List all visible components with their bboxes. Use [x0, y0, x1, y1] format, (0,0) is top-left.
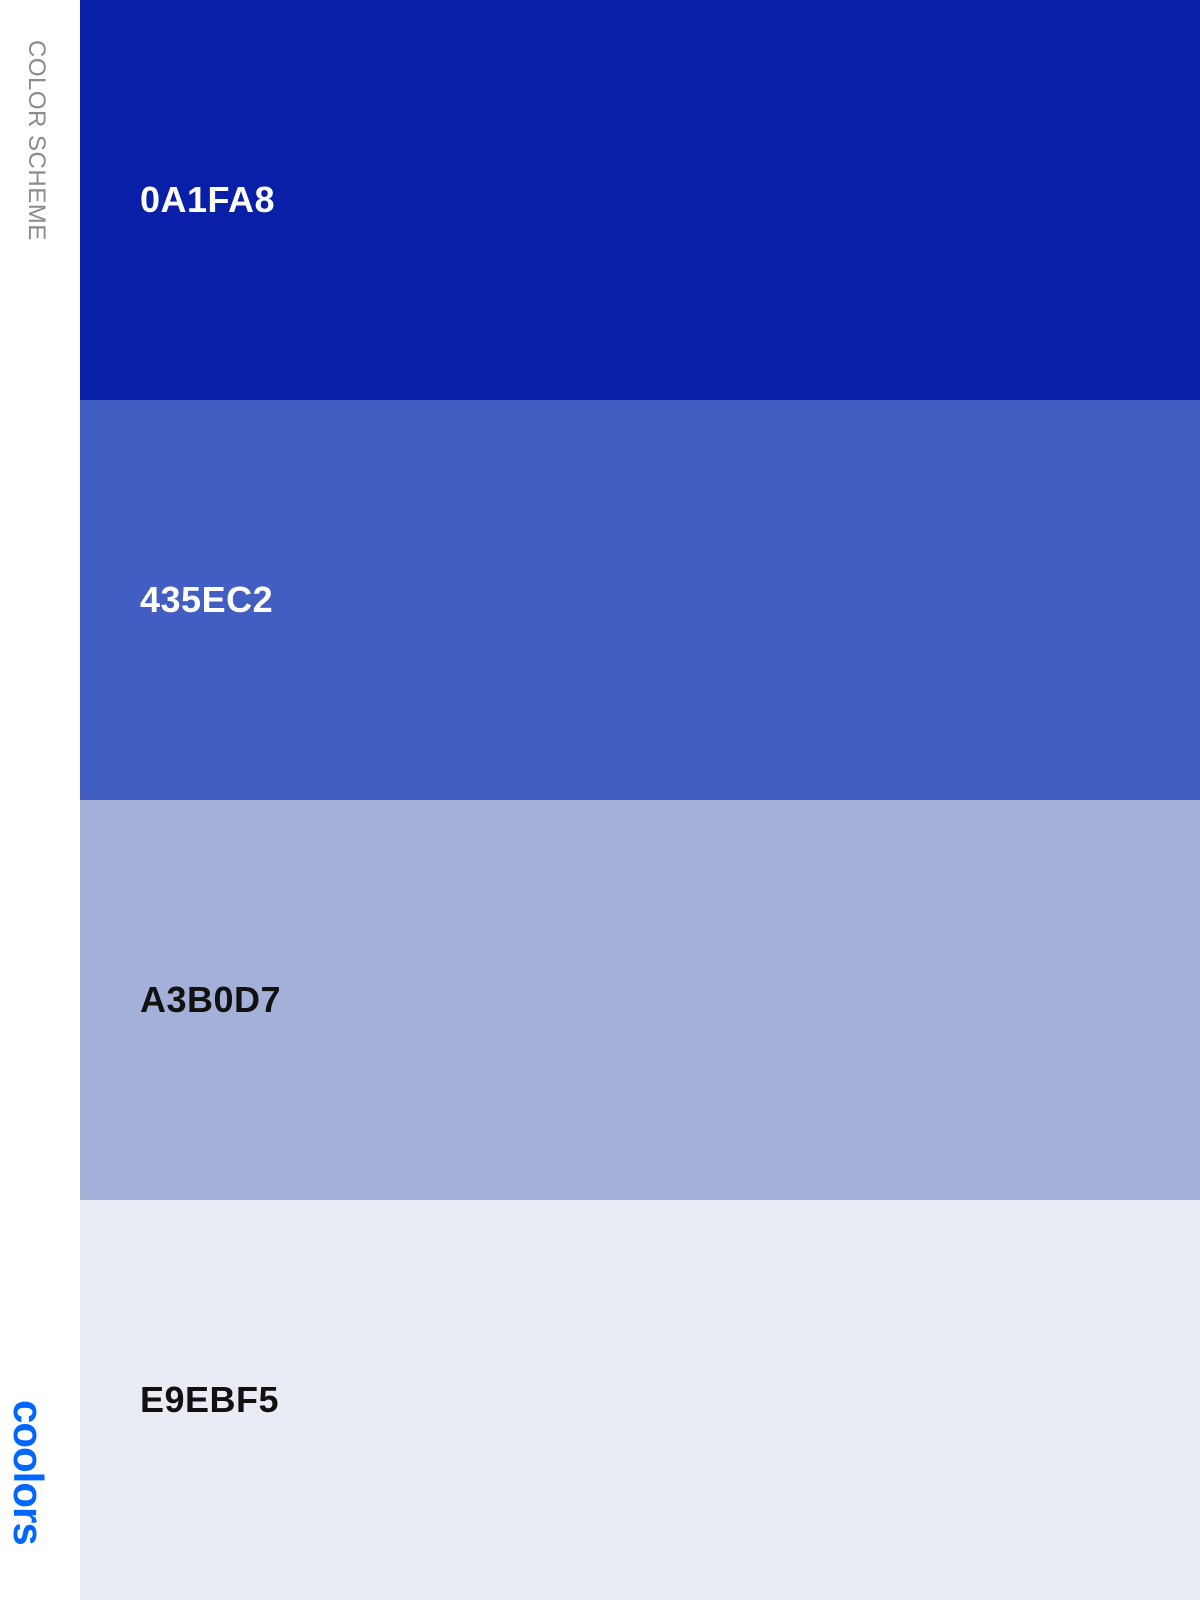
swatch-hex-label: A3B0D7	[140, 979, 282, 1020]
swatch-hex-label: 0A1FA8	[140, 179, 276, 220]
color-swatch-3[interactable]: A3B0D7	[80, 800, 1200, 1200]
swatch-hex-label: E9EBF5	[140, 1379, 280, 1420]
swatch-hex-label: 435EC2	[140, 579, 274, 620]
color-scheme-label: COLOR SCHEME	[23, 40, 50, 241]
color-swatch-4[interactable]: E9EBF5	[80, 1200, 1200, 1600]
sidebar: COLOR SCHEME coolors	[0, 0, 80, 1600]
coolors-logo: coolors	[5, 1400, 52, 1545]
color-swatch-1[interactable]: 0A1FA8	[80, 0, 1200, 400]
swatch-list: 0A1FA8 435EC2 A3B0D7 E9EBF5	[80, 0, 1200, 1600]
color-swatch-2[interactable]: 435EC2	[80, 400, 1200, 800]
